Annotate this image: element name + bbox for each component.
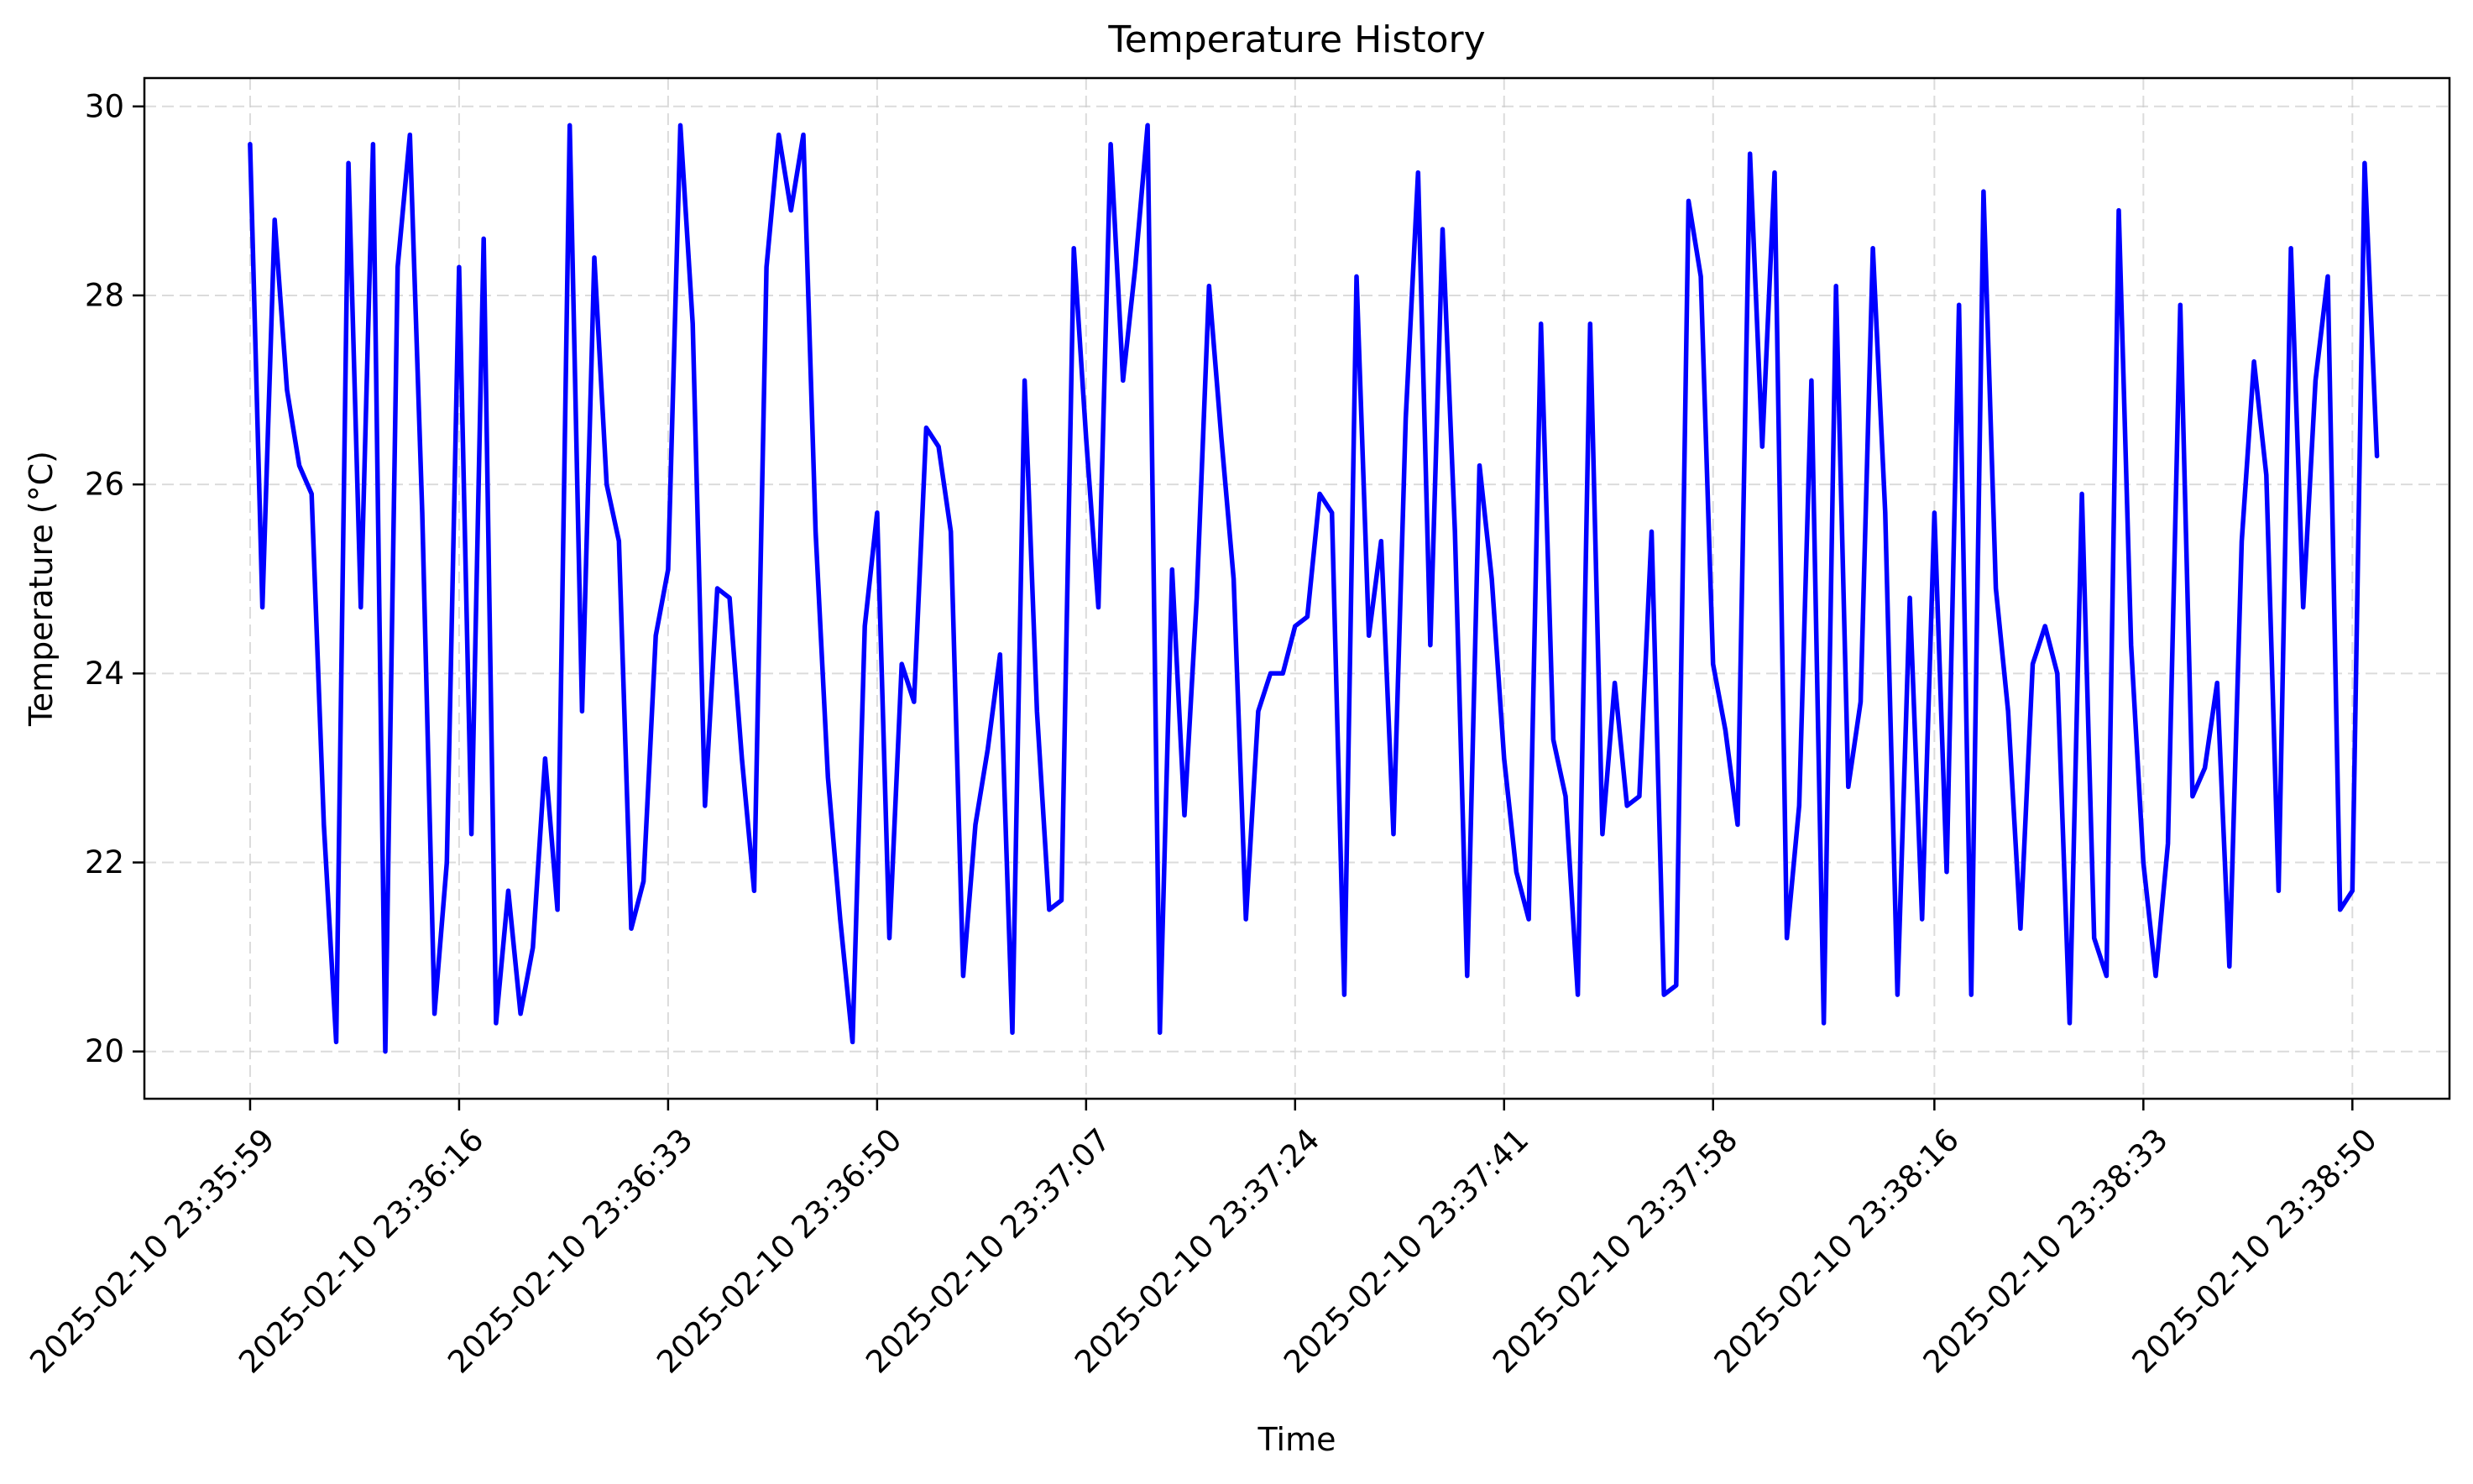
x-tick-label: 2025-02-10 23:35:59: [23, 1121, 281, 1380]
temperature-series-line: [248, 123, 2380, 1054]
x-tick-label: 2025-02-10 23:37:07: [859, 1121, 1117, 1380]
y-tick-label: 20: [85, 1033, 124, 1069]
x-tick-label: 2025-02-10 23:36:33: [441, 1121, 699, 1380]
y-tick-label: 26: [85, 467, 124, 503]
x-axis-label: Time: [1257, 1421, 1336, 1458]
y-tick-label: 30: [85, 88, 124, 124]
x-tick-label: 2025-02-10 23:38:50: [2125, 1121, 2384, 1380]
y-axis-ticks: 20 22 24 26 28 30: [85, 88, 144, 1069]
x-tick-label: 2025-02-10 23:38:16: [1707, 1121, 1966, 1380]
y-tick-label: 24: [85, 656, 124, 692]
x-tick-label: 2025-02-10 23:36:16: [232, 1121, 490, 1380]
axes-frame: [143, 76, 2451, 1100]
y-tick-label: 22: [85, 844, 124, 880]
x-tick-label: 2025-02-10 23:37:41: [1277, 1121, 1535, 1380]
x-tick-label: 2025-02-10 23:37:58: [1486, 1121, 1744, 1380]
x-tick-label: 2025-02-10 23:36:50: [650, 1121, 908, 1380]
series-layer: [248, 123, 2380, 1054]
x-tick-label: 2025-02-10 23:37:24: [1068, 1121, 1326, 1380]
chart-title: Temperature History: [1107, 18, 1485, 61]
y-tick-label: 28: [85, 277, 124, 313]
y-axis-label: Temperature (°C): [23, 451, 60, 727]
grid-lines: [144, 78, 2449, 1099]
x-tick-label: 2025-02-10 23:38:33: [1916, 1121, 2175, 1380]
